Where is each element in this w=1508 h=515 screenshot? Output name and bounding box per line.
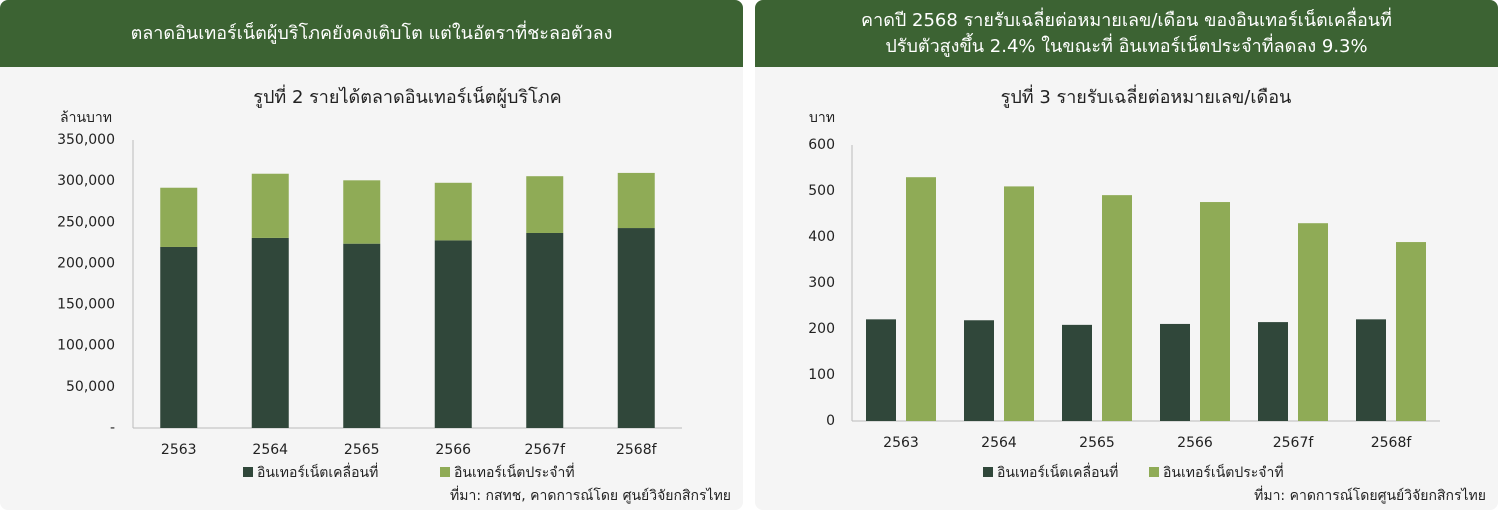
y-axis-label: บาท — [809, 110, 835, 126]
y-tick-label: 350,000 — [57, 132, 115, 148]
y-tick-label: 300 — [808, 275, 835, 291]
bar — [343, 243, 381, 428]
bar — [617, 172, 655, 229]
bar — [1160, 323, 1190, 421]
x-tick-label: 2563 — [883, 435, 919, 451]
x-tick-label: 2568f — [1371, 435, 1413, 451]
bar — [343, 180, 381, 244]
x-tick-label: 2567f — [524, 442, 566, 458]
y-tick-label: 100,000 — [57, 338, 115, 354]
bar — [1062, 324, 1092, 421]
panel-header — [0, 0, 743, 67]
x-tick-label: 2568f — [616, 442, 658, 458]
legend-label: อินเทอร์เน็ตเคลื่อนที่ — [257, 463, 378, 481]
y-tick-label: 200 — [808, 321, 835, 337]
bar — [617, 228, 655, 428]
bar — [906, 177, 936, 421]
bar — [526, 232, 564, 428]
bar — [251, 173, 289, 238]
y-tick-label: 50,000 — [66, 379, 115, 395]
x-tick-label: 2565 — [1079, 435, 1115, 451]
y-tick-label: 500 — [808, 183, 835, 199]
bar — [160, 246, 198, 428]
legend-label: อินเทอร์เน็ตประจำที่ — [454, 463, 575, 481]
bar — [1396, 242, 1426, 421]
y-axis-label: ล้านบาท — [60, 110, 112, 126]
y-tick-label: 150,000 — [57, 297, 115, 313]
bar — [1004, 186, 1034, 421]
bar — [434, 182, 472, 241]
chart-title: รูปที่ 3 รายรับเฉลี่ยต่อหมายเลข/เดือน — [1001, 84, 1292, 108]
x-tick-label: 2564 — [981, 435, 1017, 451]
y-tick-label: 400 — [808, 229, 835, 245]
legend-label: อินเทอร์เน็ตประจำที่ — [1163, 463, 1284, 481]
y-tick-label: 100 — [808, 367, 835, 383]
bar — [434, 240, 472, 428]
y-tick-label: 600 — [808, 137, 835, 153]
bar — [1298, 223, 1328, 421]
x-tick-label: 2563 — [161, 442, 197, 458]
x-tick-label: 2567f — [1273, 435, 1315, 451]
bar — [251, 237, 289, 428]
x-tick-label: 2565 — [344, 442, 380, 458]
bar — [1258, 322, 1288, 421]
legend-swatch — [983, 467, 993, 477]
bar — [160, 187, 198, 247]
legend-label: อินเทอร์เน็ตเคลื่อนที่ — [997, 463, 1118, 481]
legend-swatch — [243, 467, 253, 477]
bar — [866, 319, 896, 421]
legend-swatch — [440, 467, 450, 477]
bar — [1356, 319, 1386, 421]
y-tick-label: 0 — [826, 413, 835, 429]
panel-header-text: ตลาดอินเทอร์เน็ตผู้บริโภคยังคงเติบโต แต่… — [131, 20, 613, 44]
panel-header — [755, 0, 1498, 67]
y-tick-label: - — [110, 420, 115, 436]
x-tick-label: 2566 — [1177, 435, 1213, 451]
panel-header-text: คาดปี 2568 รายรับเฉลี่ยต่อหมายเลข/เดือน … — [861, 7, 1392, 31]
source-note: ที่มา: กสทช, คาดการณ์โดย ศูนย์วิจัยกสิกร… — [450, 486, 731, 504]
bar — [1200, 202, 1230, 421]
bar — [526, 176, 564, 233]
x-tick-label: 2566 — [435, 442, 471, 458]
legend-swatch — [1149, 467, 1159, 477]
y-tick-label: 300,000 — [57, 173, 115, 189]
x-tick-label: 2564 — [252, 442, 288, 458]
y-tick-label: 250,000 — [57, 214, 115, 230]
bar — [1102, 195, 1132, 421]
panel-header-text: ปรับตัวสูงขึ้น 2.4% ในขณะที่ อินเทอร์เน็… — [885, 33, 1367, 57]
bar — [964, 320, 994, 421]
chart-title: รูปที่ 2 รายได้ตลาดอินเทอร์เน็ตผู้บริโภค — [253, 84, 561, 108]
source-note: ที่มา: คาดการณ์โดยศูนย์วิจัยกสิกรไทย — [1254, 486, 1486, 504]
y-tick-label: 200,000 — [57, 255, 115, 271]
